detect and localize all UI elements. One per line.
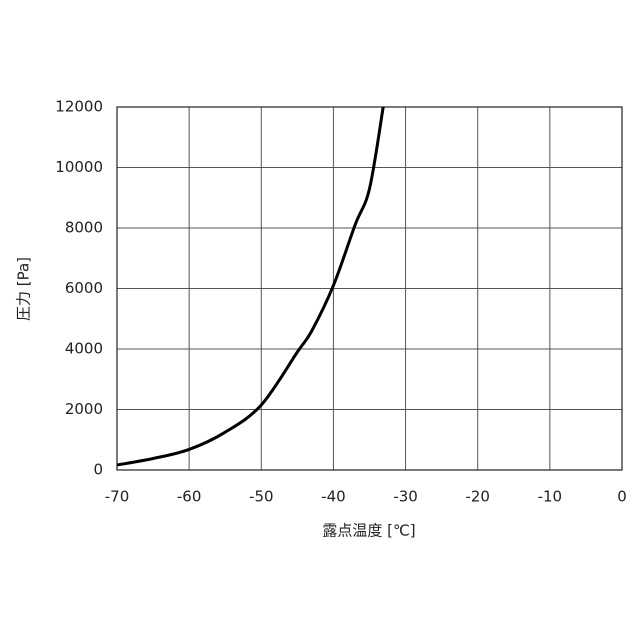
y-tick-label: 2000 <box>65 400 103 418</box>
background <box>0 0 640 640</box>
x-tick-label: -30 <box>393 488 418 506</box>
y-tick-label: 12000 <box>55 98 103 116</box>
y-tick-label: 0 <box>93 461 103 479</box>
y-axis-label: 圧力 [Pa] <box>15 257 33 321</box>
y-tick-label: 4000 <box>65 340 103 358</box>
x-tick-label: -20 <box>465 488 490 506</box>
y-tick-label: 6000 <box>65 279 103 297</box>
x-tick-label: -60 <box>177 488 202 506</box>
x-tick-label: -10 <box>538 488 563 506</box>
x-axis-label: 露点温度 [℃] <box>322 522 415 540</box>
y-tick-label: 10000 <box>55 158 103 176</box>
chart: 露点温度 [℃] 圧力 [Pa] 0 2000 4000 6000 8000 10000 1… <box>0 0 640 640</box>
x-tick-label: -40 <box>321 488 346 506</box>
x-tick-label: -70 <box>105 488 130 506</box>
x-tick-label: -50 <box>249 488 274 506</box>
x-tick-label: 0 <box>617 488 627 506</box>
y-tick-label: 8000 <box>65 219 103 237</box>
